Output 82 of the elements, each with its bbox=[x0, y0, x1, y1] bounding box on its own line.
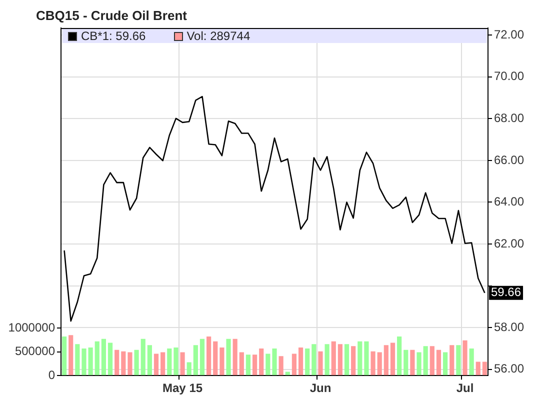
bar bbox=[75, 344, 80, 376]
data-label: 59.66 bbox=[491, 285, 522, 300]
bar bbox=[193, 345, 198, 376]
bar bbox=[174, 348, 178, 376]
y-tick-label: 62.00 bbox=[494, 236, 524, 250]
y2-tick-label: 0 bbox=[48, 368, 56, 382]
bar bbox=[82, 348, 86, 376]
bar bbox=[390, 342, 396, 376]
y-tick-label: 72.00 bbox=[494, 27, 524, 42]
bar bbox=[450, 345, 454, 376]
bar bbox=[160, 352, 166, 376]
bar bbox=[180, 352, 185, 376]
bar bbox=[200, 338, 205, 376]
bar bbox=[121, 351, 126, 376]
legend-label: Vol: 289744 bbox=[186, 29, 250, 43]
y-tick-label: 64.00 bbox=[494, 194, 524, 209]
bar bbox=[226, 338, 231, 376]
bar bbox=[436, 350, 442, 376]
bar bbox=[416, 352, 422, 376]
bar bbox=[213, 341, 218, 376]
bar bbox=[384, 345, 388, 376]
bar bbox=[266, 354, 270, 376]
bar bbox=[351, 346, 356, 376]
bar bbox=[62, 336, 67, 376]
bar bbox=[147, 345, 152, 376]
y2-tick-label: 500000 bbox=[14, 344, 56, 358]
bar bbox=[239, 352, 244, 376]
bar bbox=[312, 344, 316, 376]
chart-title: CBQ15 - Crude Oil Brent bbox=[36, 8, 187, 23]
bar bbox=[94, 341, 100, 376]
y-tick-label: 68.00 bbox=[494, 110, 524, 125]
bar bbox=[430, 346, 434, 376]
bar bbox=[482, 362, 488, 376]
legend-label: CB*1: 59.66 bbox=[81, 29, 146, 43]
bar bbox=[292, 354, 297, 376]
y-tick-label: 56.00 bbox=[494, 362, 524, 376]
x-tick-label: Jun bbox=[310, 381, 332, 396]
y2-tick-label: 1000000 bbox=[8, 320, 56, 334]
bar bbox=[186, 362, 192, 376]
bar bbox=[128, 352, 132, 376]
bar bbox=[259, 348, 264, 376]
bar bbox=[324, 344, 330, 376]
bar bbox=[154, 354, 159, 376]
y-tick-label: 58.00 bbox=[494, 320, 524, 334]
bar bbox=[278, 356, 284, 376]
bar bbox=[469, 348, 474, 376]
bar bbox=[101, 338, 106, 376]
bar bbox=[114, 350, 120, 376]
x-tick-label: Jul bbox=[456, 381, 474, 396]
bar bbox=[220, 348, 224, 376]
bar bbox=[456, 345, 461, 376]
bar bbox=[68, 335, 74, 376]
bar bbox=[167, 348, 172, 376]
bar bbox=[404, 350, 408, 376]
bar bbox=[252, 354, 258, 376]
bar bbox=[134, 350, 139, 376]
bar bbox=[318, 351, 323, 376]
bar bbox=[305, 348, 310, 376]
bar bbox=[377, 352, 382, 376]
y-tick-label: 70.00 bbox=[494, 69, 524, 84]
bar bbox=[298, 348, 304, 376]
bar bbox=[140, 338, 146, 376]
bar bbox=[246, 354, 251, 376]
bar bbox=[370, 351, 376, 376]
bar bbox=[232, 338, 238, 376]
bar bbox=[364, 341, 369, 376]
bar bbox=[358, 341, 362, 376]
bar bbox=[344, 344, 350, 376]
bar bbox=[338, 344, 342, 376]
bar bbox=[462, 340, 468, 376]
bar bbox=[88, 348, 93, 376]
y-tick-label: 66.00 bbox=[494, 152, 524, 167]
bar bbox=[423, 346, 428, 376]
bar bbox=[476, 362, 480, 376]
bar bbox=[331, 341, 336, 376]
x-tick-label: May 15 bbox=[162, 381, 203, 396]
bar bbox=[443, 352, 448, 376]
bar bbox=[206, 336, 212, 376]
bar bbox=[108, 342, 113, 376]
bar bbox=[410, 350, 415, 376]
bar bbox=[397, 336, 402, 376]
bar bbox=[272, 348, 277, 376]
